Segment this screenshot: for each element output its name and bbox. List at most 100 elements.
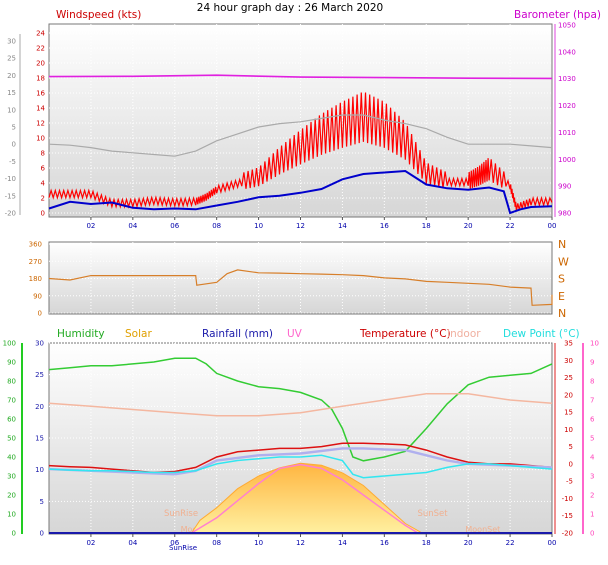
x-tick-label: 00 [548, 222, 557, 230]
x-tick-label: 12 [296, 539, 305, 547]
windspeed-tick: 20 [36, 60, 45, 68]
series-temp_left [48, 114, 553, 157]
direction-gridlines [49, 242, 552, 314]
compass-tick: N [558, 307, 566, 320]
barometer-tick: 980 [558, 210, 571, 218]
page-title: 24 hour graph day : 26 March 2020 [197, 2, 383, 14]
temperature-label: Temperature (°C) [359, 328, 451, 340]
solar-tick: 25 [35, 371, 44, 379]
temperature-tick: 5 [12, 124, 16, 132]
x-tick-label: 20 [464, 539, 473, 547]
temperature-tick: -20 [5, 210, 16, 218]
uv-label: UV [287, 328, 303, 340]
humidity-label: Humidity [57, 328, 105, 340]
solar-tick: 20 [35, 403, 44, 411]
humidity-tick: 30 [7, 473, 16, 481]
windspeed-tick: 0 [41, 210, 45, 218]
temperature-panel: SunRiseSunSetMoonRiseMoonSet 05101520253… [3, 328, 599, 552]
sunrise-label: SunRise [164, 509, 198, 519]
direction-tick: 270 [29, 258, 42, 266]
temperature-tick: 30 [7, 38, 16, 46]
humidity-tick: 100 [3, 340, 16, 348]
barometer-tick: 1040 [558, 48, 576, 56]
series-uv [191, 463, 419, 534]
solar-tick: 0 [40, 530, 44, 538]
x-tick-label: 22 [506, 222, 515, 230]
compass-tick: N [558, 238, 566, 251]
x-tick-label: 06 [170, 539, 179, 547]
temperature-tick: 5 [569, 443, 573, 451]
humidity-tick: 60 [7, 416, 16, 424]
temperature-tick: 10 [7, 106, 16, 114]
windspeed-tick: 22 [36, 45, 45, 53]
x-tick-label: 06 [170, 222, 179, 230]
solar-tick: 5 [40, 498, 44, 506]
series-baro [48, 74, 553, 80]
x-tick-label: 08 [212, 539, 221, 547]
series-dew [48, 454, 553, 479]
temperature-tick: -10 [562, 495, 573, 503]
x-tick-label: 16 [380, 539, 389, 547]
x-tick-label: 14 [338, 222, 347, 230]
windspeed-axis-label: Windspeed (kts) [56, 9, 141, 21]
solar-tick: 10 [35, 466, 44, 474]
wind-series [48, 74, 553, 215]
temperature-tick: -10 [5, 175, 16, 183]
uv-tick: 6 [590, 416, 595, 424]
barometer-tick: 1050 [558, 22, 576, 30]
rainfall-label: Rainfall (mm) [202, 328, 273, 340]
humidity-tick: 70 [7, 397, 16, 405]
temperature-tick: -15 [5, 192, 16, 200]
x-tick-label: 20 [464, 222, 473, 230]
indoor-label: Indoor [447, 328, 481, 340]
uv-tick: 2 [590, 492, 594, 500]
temperature-tick: 0 [569, 460, 573, 468]
series-gust [48, 92, 553, 212]
uv-tick: 3 [590, 473, 594, 481]
x-tick-label: 02 [86, 539, 95, 547]
uv-tick: 0 [590, 530, 594, 538]
humidity-tick: 50 [7, 435, 16, 443]
direction-series [48, 269, 553, 306]
dew-point-label: Dew Point (°C) [503, 328, 580, 340]
temperature-tick: -5 [566, 478, 573, 486]
wind-axes: 024681012141618202224-20-15-10-505101520… [5, 22, 576, 231]
x-tick-label: 10 [254, 539, 263, 547]
series-indoor [48, 392, 553, 417]
windspeed-tick: 14 [36, 105, 45, 113]
temperature-tick: 30 [564, 357, 573, 365]
uv-tick: 5 [590, 435, 594, 443]
windspeed-tick: 12 [36, 120, 45, 128]
humidity-tick: 20 [7, 492, 16, 500]
windspeed-tick: 6 [41, 165, 46, 173]
uv-tick: 10 [590, 340, 599, 348]
uv-tick: 1 [590, 511, 594, 519]
x-tick-label: 22 [506, 539, 515, 547]
uv-tick: 7 [590, 397, 594, 405]
x-tick-label: 16 [380, 222, 389, 230]
x-tick-label: 10 [254, 222, 263, 230]
temperature-tick: 20 [564, 391, 573, 399]
compass-tick: W [558, 255, 569, 268]
direction-tick: 180 [29, 275, 42, 283]
wind-baro-panel: 024681012141618202224-20-15-10-505101520… [5, 9, 601, 230]
direction-tick: 0 [38, 310, 42, 318]
uv-tick: 4 [590, 454, 595, 462]
barometer-axis-label: Barometer (hpa) [514, 9, 601, 21]
x-tick-label: 04 [128, 222, 137, 230]
temperature-tick: -15 [562, 512, 573, 520]
x-tick-label: 18 [422, 539, 431, 547]
humidity-tick: 40 [7, 454, 16, 462]
direction-tick: 360 [29, 241, 42, 249]
temperature-tick: -5 [9, 158, 16, 166]
x-tick-label: 18 [422, 222, 431, 230]
x-tick-label: 04 [128, 539, 137, 547]
sunset-label: SunSet [417, 509, 448, 519]
x-tick-label: 08 [212, 222, 221, 230]
x-tick-label: 02 [86, 222, 95, 230]
x-tick-label: 12 [296, 222, 305, 230]
temperature-tick: 25 [7, 55, 16, 63]
humidity-tick: 0 [12, 530, 16, 538]
temperature-series: SunRiseSunSetMoonRiseMoonSet [48, 357, 553, 534]
